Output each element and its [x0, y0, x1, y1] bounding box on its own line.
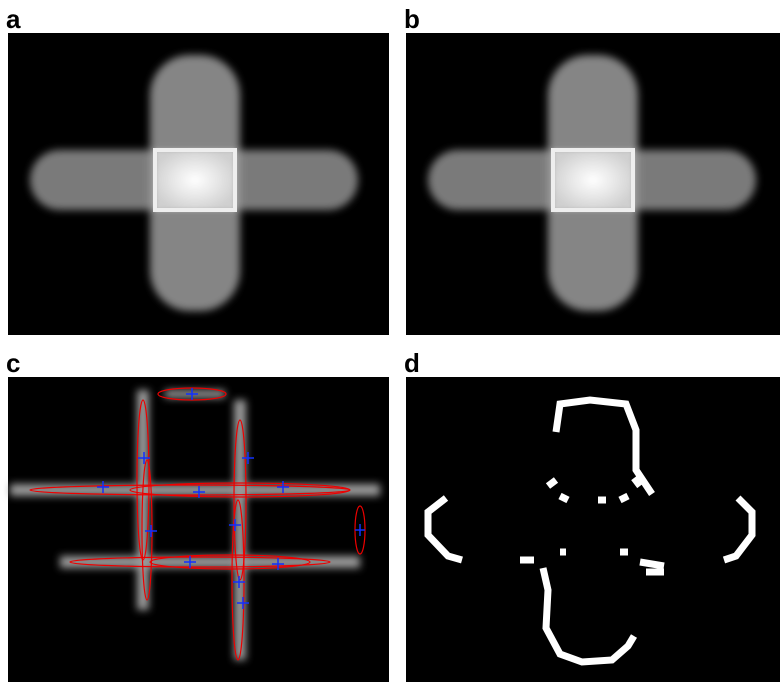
image: [8, 33, 389, 335]
page: a b c: [0, 0, 780, 682]
panel-d: d: [404, 348, 780, 682]
figure: a b c: [0, 0, 780, 682]
panel-c: c: [6, 348, 389, 682]
panel-a: a: [6, 4, 389, 335]
edges-path: [548, 480, 556, 486]
panel-label: b: [404, 4, 420, 34]
panel-b: b: [404, 4, 780, 335]
image: [406, 33, 780, 335]
image-background: [406, 377, 780, 682]
panel-label: d: [404, 348, 420, 378]
panel-label: a: [6, 4, 21, 34]
image-background: [8, 377, 389, 682]
ridges-rect: [60, 556, 360, 568]
panel-label: c: [6, 348, 20, 378]
edges-path: [634, 478, 640, 486]
